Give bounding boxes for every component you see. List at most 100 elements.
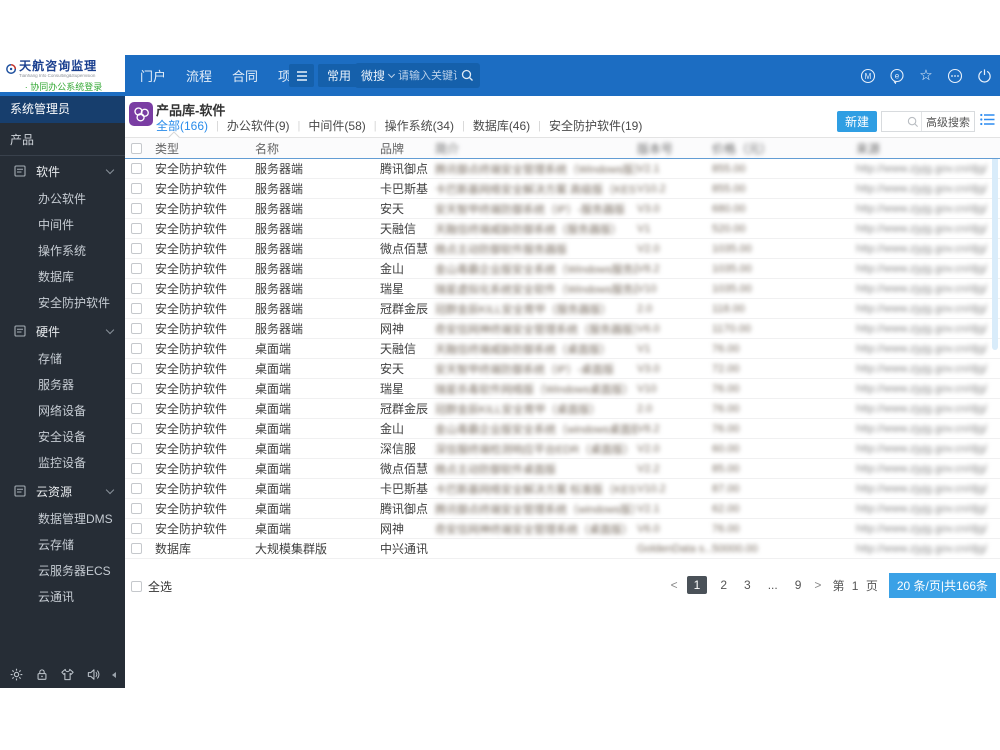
next-page-button[interactable]: >: [814, 578, 822, 592]
theme-shirt-icon[interactable]: [60, 667, 75, 682]
table-row[interactable]: 数据库 大规模集群版 中兴通讯 GoldenData s... 50000.00 http…: [125, 539, 1000, 559]
sidebar-item[interactable]: 监控设备: [38, 456, 87, 470]
row-checkbox[interactable]: [131, 323, 142, 334]
column-header[interactable]: 品牌: [380, 141, 405, 156]
table-row[interactable]: 安全防护软件 桌面端 安天 安天智甲终端防御系统（IP）-桌面版 V3.0 72.00 ht…: [125, 359, 1000, 379]
settings-gear-icon[interactable]: [9, 667, 24, 682]
nav-item[interactable]: 流程: [186, 69, 213, 84]
search-icon[interactable]: [907, 116, 919, 128]
table-row[interactable]: 安全防护软件 桌面端 网神 奇安信网神终端安全管理系统（桌面版） V6.0 76.00 ht…: [125, 519, 1000, 539]
row-checkbox[interactable]: [131, 243, 142, 254]
search-icon[interactable]: [461, 69, 474, 82]
column-header[interactable]: 价格（元）: [712, 141, 773, 156]
table-row[interactable]: 安全防护软件 桌面端 冠群金辰 冠群金辰KILL安全胄甲（桌面版） 2.0 76.00 ht…: [125, 399, 1000, 419]
row-checkbox[interactable]: [131, 503, 142, 514]
tab[interactable]: 数据库(46): [472, 119, 531, 133]
page-size-summary[interactable]: 20 条/页|共166条: [888, 572, 996, 598]
row-checkbox[interactable]: [131, 443, 142, 454]
sidebar-item[interactable]: 云通讯: [38, 590, 75, 604]
row-checkbox[interactable]: [131, 263, 142, 274]
tab[interactable]: 办公软件(9): [226, 119, 290, 133]
sidebar-item[interactable]: 云服务器ECS: [38, 564, 111, 578]
table-row[interactable]: 安全防护软件 桌面端 瑞星 瑞星杀毒软件网络版（Windows桌面版） V10 76.00…: [125, 379, 1000, 399]
sidebar-group-header[interactable]: 软件: [0, 156, 125, 186]
collapse-handle-icon[interactable]: [112, 671, 116, 678]
sidebar-group-header[interactable]: 硬件: [0, 316, 125, 346]
row-checkbox[interactable]: [131, 423, 142, 434]
message-icon[interactable]: e: [889, 68, 905, 84]
sound-speaker-icon[interactable]: [86, 667, 101, 682]
more-icon[interactable]: [947, 68, 963, 84]
row-checkbox[interactable]: [131, 163, 142, 174]
table-row[interactable]: 安全防护软件 桌面端 天融信 天融信终端威胁防御系统（桌面版） V1 76.00 http:…: [125, 339, 1000, 359]
sidebar-item[interactable]: 存储: [38, 352, 63, 366]
sidebar-item[interactable]: 服务器: [38, 378, 75, 392]
sidebar-role-header[interactable]: 系统管理员: [0, 96, 125, 123]
pinned-tab-common[interactable]: 常用: [318, 64, 361, 87]
row-checkbox[interactable]: [131, 203, 142, 214]
row-checkbox[interactable]: [131, 343, 142, 354]
table-row[interactable]: 安全防护软件 服务器端 天融信 天融信终端威胁防御系统（服务器版） V1 520.00 ht…: [125, 219, 1000, 239]
vertical-scrollbar[interactable]: [992, 150, 998, 350]
row-checkbox[interactable]: [131, 483, 142, 494]
column-header[interactable]: 简介: [435, 141, 460, 156]
column-header[interactable]: 版本号: [637, 141, 674, 156]
column-header[interactable]: 类型: [155, 141, 180, 156]
sidebar-item[interactable]: 数据库: [38, 270, 75, 284]
page-number[interactable]: 1: [686, 576, 708, 594]
row-checkbox[interactable]: [131, 403, 142, 414]
table-row[interactable]: 安全防护软件 桌面端 腾讯御点腾讯御点终端安全管理系统（windows版）V2.1V…: [125, 499, 1000, 519]
advanced-search-button[interactable]: 高级搜索: [921, 112, 974, 131]
tab[interactable]: 全部(166): [156, 119, 209, 133]
sidebar-item[interactable]: 中间件: [38, 218, 75, 232]
table-row[interactable]: 安全防护软件 服务器端 冠群金辰 冠群金辰KILL安全胄甲（服务器版） 2.0 118.0…: [125, 299, 1000, 319]
sidebar-item[interactable]: 安全设备: [38, 430, 87, 444]
tab[interactable]: 操作系统(34): [384, 119, 454, 133]
global-search-input[interactable]: [398, 69, 457, 82]
table-row[interactable]: 安全防护软件 桌面端 深信服 深信服终端检测响应平台EDR（桌面版） V2.0 60.00…: [125, 439, 1000, 459]
table-row[interactable]: 安全防护软件 服务器端 腾讯御点 腾讯御点终端安全管理系统（Windows版） V2.1…: [125, 159, 1000, 179]
row-checkbox[interactable]: [131, 183, 142, 194]
row-checkbox[interactable]: [131, 303, 142, 314]
row-checkbox[interactable]: [131, 363, 142, 374]
row-checkbox[interactable]: [131, 223, 142, 234]
table-row[interactable]: 安全防护软件 服务器端 网神 奇安信网神终端安全管理系统（服务器版） V6.0 1170.…: [125, 319, 1000, 339]
apps-menu-button[interactable]: [289, 64, 314, 87]
sidebar-item[interactable]: 办公软件: [38, 192, 87, 206]
sidebar-item[interactable]: 网络设备: [38, 404, 87, 418]
table-row[interactable]: 安全防护软件 桌面端 微点佰慧 微点主动防御软件桌面版 V2.2 85.00 http://…: [125, 459, 1000, 479]
page-number[interactable]: 9: [794, 578, 802, 592]
logo-tagline[interactable]: · 协同办公系统登录: [24, 82, 103, 92]
table-row[interactable]: 安全防护软件 服务器端 金山 金山毒霸企业版安全系统（Windows服务器版）V8.2…: [125, 259, 1000, 279]
lock-icon[interactable]: [35, 667, 49, 682]
table-search-input[interactable]: [882, 115, 905, 128]
page-number[interactable]: 2: [720, 578, 728, 592]
header-checkbox[interactable]: [131, 142, 142, 154]
select-all-checkbox[interactable]: [131, 581, 142, 592]
table-row[interactable]: 安全防护软件 服务器端 安天 安天智甲终端防御系统（IP）-服务器版 V3.0 680.0…: [125, 199, 1000, 219]
table-row[interactable]: 安全防护软件 服务器端 微点佰慧 微点主动防御软件服务器版 V2.0 1035.00 htt…: [125, 239, 1000, 259]
row-checkbox[interactable]: [131, 523, 142, 534]
column-header[interactable]: 名称: [255, 141, 280, 156]
search-scope-label[interactable]: 微搜: [361, 69, 386, 83]
row-checkbox[interactable]: [131, 383, 142, 394]
tab[interactable]: 中间件(58): [308, 119, 366, 133]
tab[interactable]: 安全防护软件(19): [549, 119, 643, 133]
row-checkbox[interactable]: [131, 463, 142, 474]
favorite-star-icon[interactable]: ☆: [919, 67, 933, 84]
table-row[interactable]: 安全防护软件 桌面端 金山 金山毒霸企业版安全系统（windows桌面版） V8.2 76…: [125, 419, 1000, 439]
sidebar-item[interactable]: 数据管理DMS: [38, 512, 113, 526]
global-search[interactable]: 微搜: [355, 63, 480, 88]
sidebar-item[interactable]: 操作系统: [38, 244, 87, 258]
sidebar-item[interactable]: 安全防护软件: [38, 296, 111, 310]
sidebar-group-header[interactable]: 云资源: [0, 476, 125, 506]
table-row[interactable]: 安全防护软件 服务器端 瑞星 瑞星虚拟化系统安全软件（Windows服务器） V10 10…: [125, 279, 1000, 299]
goto-page-value[interactable]: 1: [851, 578, 859, 593]
sidebar-item[interactable]: 云存储: [38, 538, 75, 552]
new-button[interactable]: 新建: [836, 111, 877, 132]
m-badge-icon[interactable]: M: [860, 68, 876, 84]
nav-item[interactable]: 合同: [232, 69, 259, 84]
list-view-toggle-icon[interactable]: [980, 113, 995, 126]
